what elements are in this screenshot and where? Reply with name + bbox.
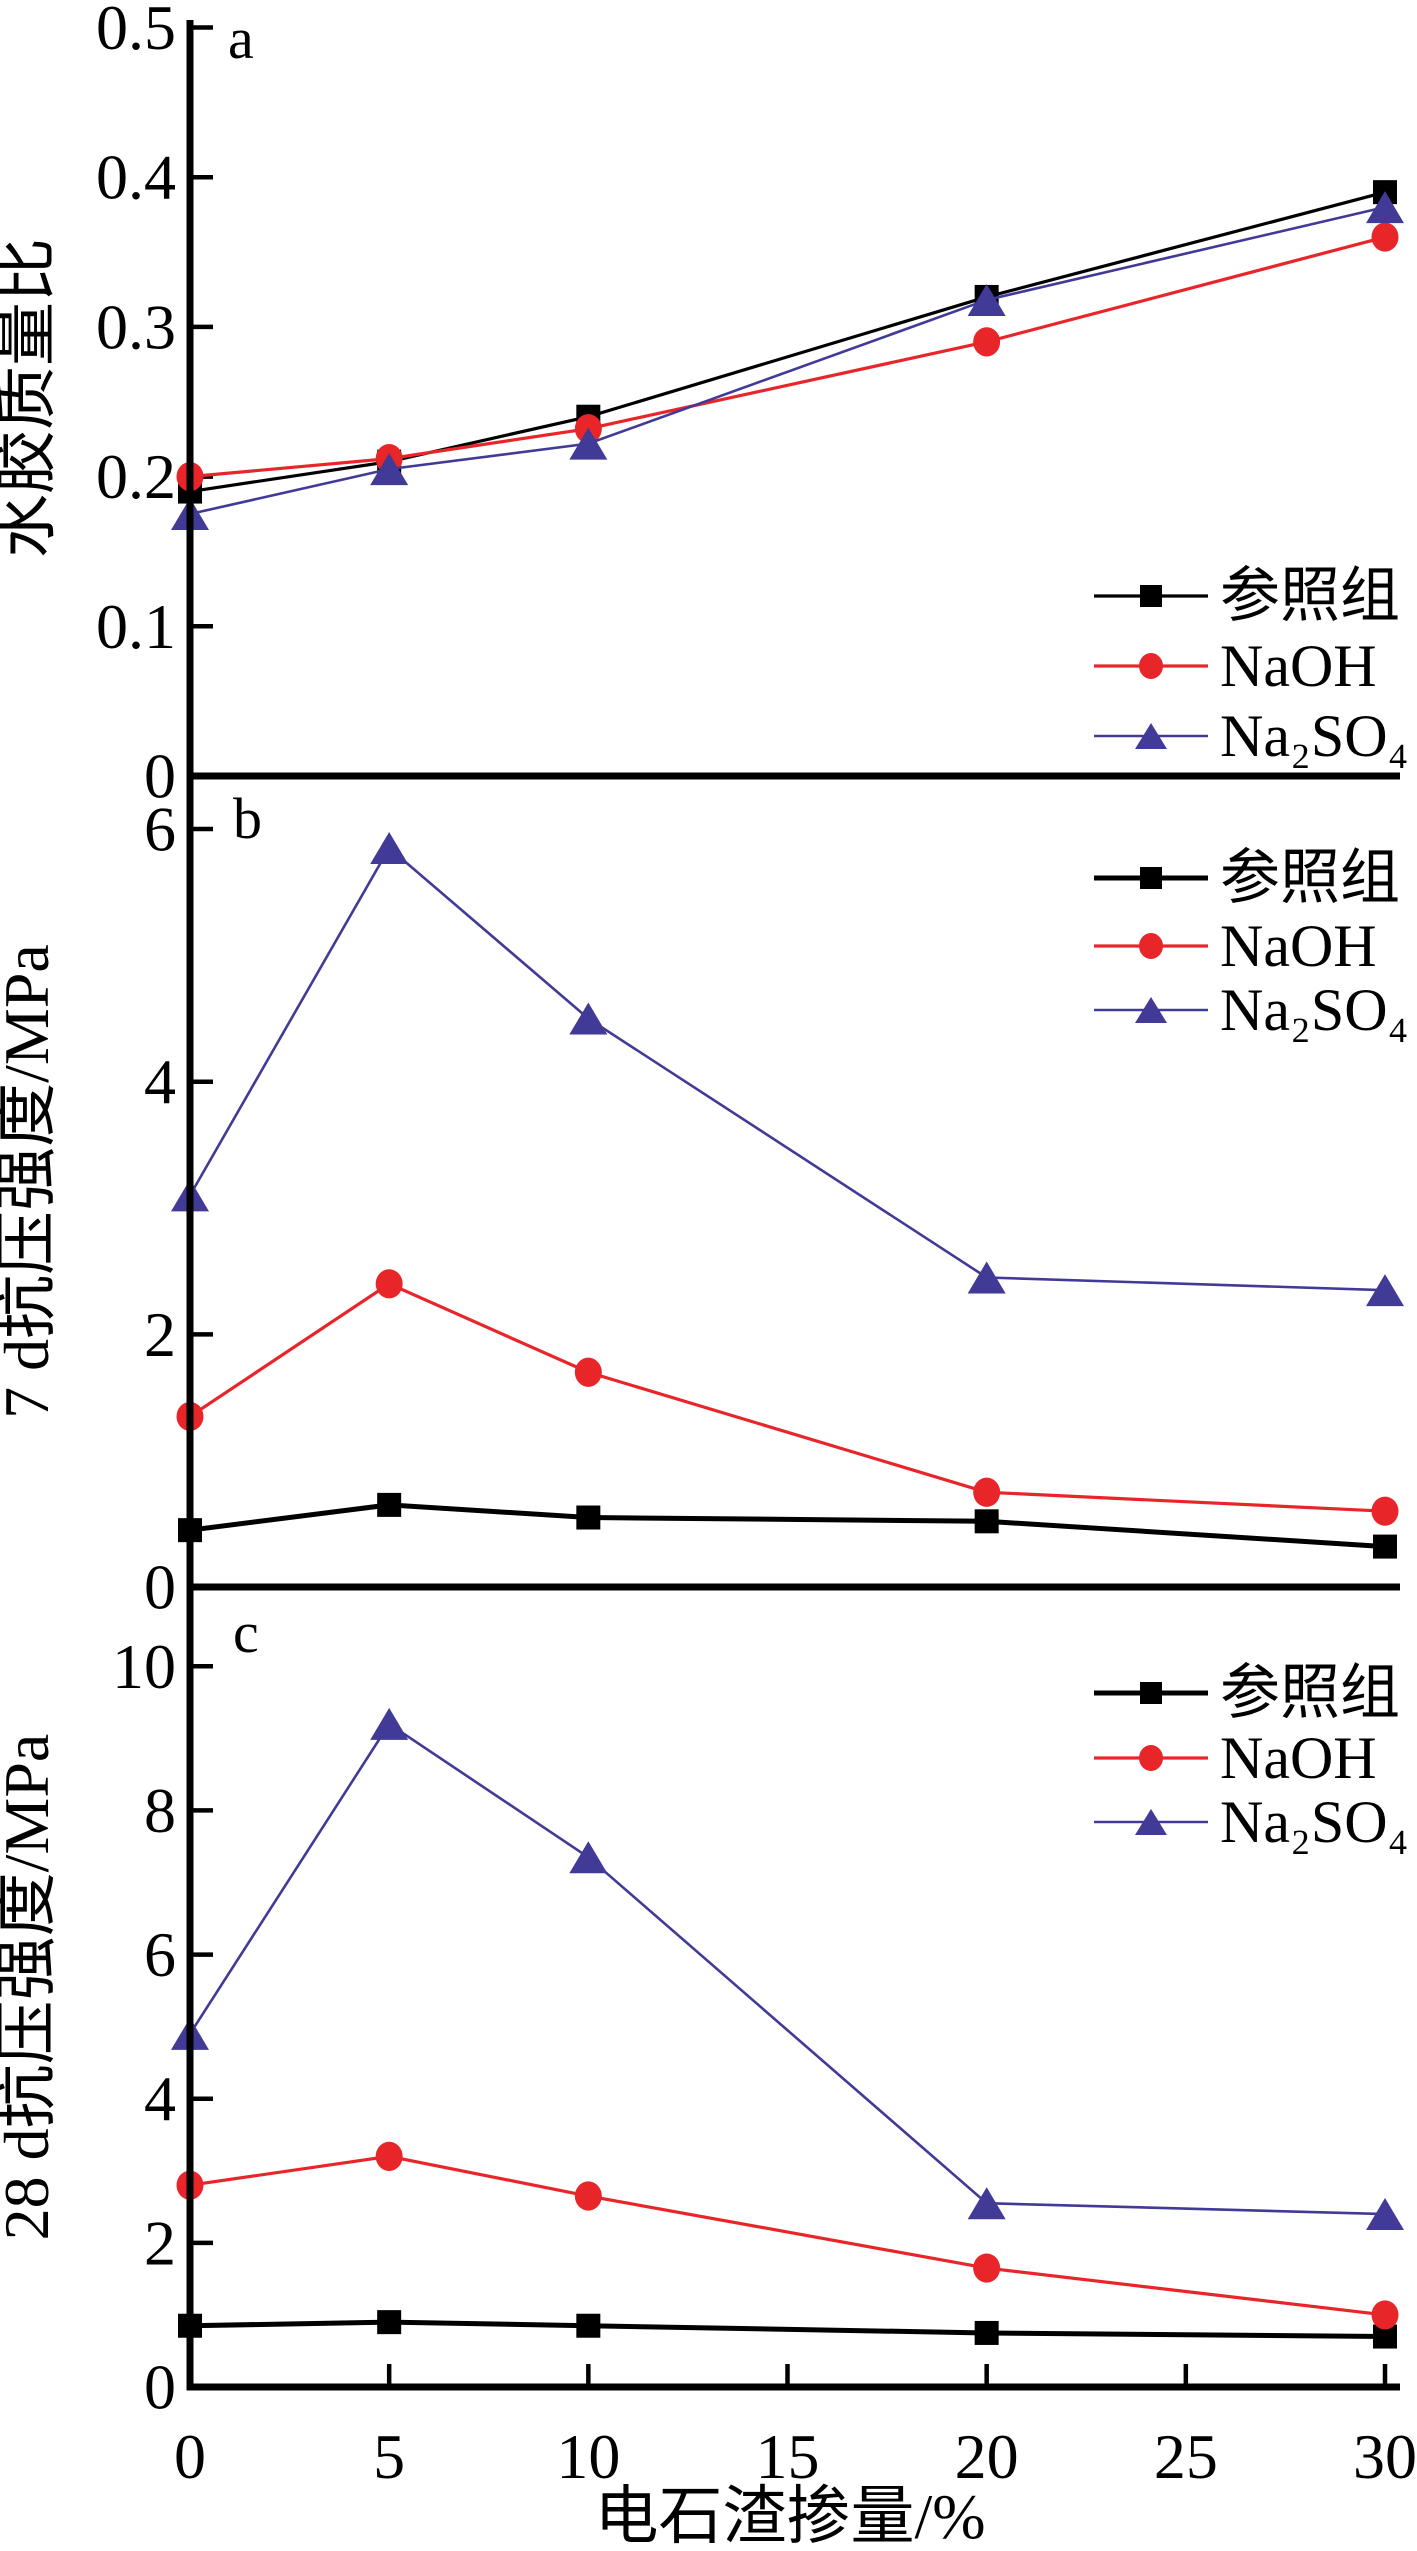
- y-tick-label: 0: [144, 1552, 176, 1623]
- square-marker: [377, 2310, 402, 2335]
- y-axis-title: 7 d抗压强度/MPa: [0, 944, 62, 1419]
- y-tick-label: 4: [144, 2063, 176, 2134]
- circle-marker: [375, 2141, 403, 2171]
- circle-marker: [1371, 2300, 1399, 2330]
- legend-item-naoh: NaOH: [1094, 633, 1377, 699]
- x-tick-label: 25: [1154, 2421, 1218, 2492]
- series-reference: [178, 1492, 1397, 1559]
- y-tick-label: 0.5: [96, 0, 176, 63]
- circle-marker: [375, 1269, 403, 1299]
- triangle-marker: [967, 283, 1006, 316]
- panel-letter: c: [233, 1600, 259, 1665]
- x-tick-label: 5: [373, 2421, 405, 2492]
- square-marker: [1140, 585, 1162, 607]
- legend-item-naoh: NaOH: [1094, 913, 1377, 979]
- square-marker: [974, 2320, 999, 2345]
- y-tick-label: 6: [144, 1919, 176, 1990]
- y-axis-title: 水胶质量比: [0, 238, 62, 558]
- y-tick-label: 0.2: [96, 441, 176, 512]
- legend-label: NaOH: [1220, 633, 1377, 699]
- panel-letter: a: [228, 6, 254, 71]
- legend-label: NaOH: [1220, 913, 1377, 979]
- y-tick-label: 0: [144, 2352, 176, 2423]
- circle-marker: [973, 2253, 1001, 2283]
- y-tick-label: 10: [112, 1631, 176, 1702]
- circle-marker: [1139, 933, 1163, 959]
- legend-label: 参照组: [1220, 1660, 1400, 1726]
- legend-label: Na₂SO₄: [1220, 977, 1409, 1043]
- legend-item-reference: 参照组: [1094, 563, 1400, 629]
- y-axis-title: 28 d抗压强度/MPa: [0, 1734, 62, 2241]
- y-tick-label: 2: [144, 1299, 176, 1370]
- square-marker: [576, 1505, 601, 1530]
- y-tick-label: 6: [144, 794, 176, 865]
- square-marker: [377, 1492, 402, 1517]
- y-tick-label: 4: [144, 1046, 176, 1117]
- triangle-marker: [569, 1002, 608, 1035]
- circle-marker: [1371, 1496, 1399, 1526]
- x-tick-label: 15: [756, 2421, 820, 2492]
- triangle-marker: [1366, 1274, 1404, 1307]
- legend-item-na2so4: Na₂SO₄: [1094, 1789, 1409, 1855]
- circle-marker: [973, 1477, 1001, 1507]
- legend-label: 参照组: [1220, 845, 1400, 911]
- triangle-marker: [1135, 997, 1167, 1023]
- triangle-marker: [967, 1261, 1006, 1294]
- legend-item-na2so4: Na₂SO₄: [1094, 977, 1409, 1043]
- square-marker: [576, 2313, 601, 2338]
- square-marker: [1140, 867, 1162, 889]
- triangle-marker: [569, 1841, 608, 1874]
- triangle-marker: [1366, 191, 1404, 224]
- circle-marker: [1139, 653, 1163, 679]
- panel-letter: b: [233, 786, 262, 851]
- series-na2so4: [171, 1707, 1404, 2231]
- y-tick-label: 8: [144, 1775, 176, 1846]
- triangle-marker: [569, 427, 608, 460]
- legend-label: Na₂SO₄: [1220, 703, 1409, 769]
- circle-marker: [973, 327, 1001, 357]
- circle-marker: [1371, 222, 1399, 252]
- legend-label: Na₂SO₄: [1220, 1789, 1409, 1855]
- triangle-marker: [370, 1707, 409, 1740]
- legend-item-reference: 参照组: [1094, 845, 1400, 911]
- triangle-marker: [370, 832, 409, 865]
- circle-marker: [574, 2181, 602, 2211]
- triangle-marker: [1135, 1809, 1167, 1835]
- legend-item-reference: 参照组: [1094, 1660, 1400, 1726]
- legend-label: NaOH: [1220, 1725, 1377, 1791]
- circle-marker: [574, 1357, 602, 1387]
- square-marker: [974, 1509, 999, 1534]
- y-tick-label: 2: [144, 2207, 176, 2278]
- y-tick-label: 0: [144, 741, 176, 812]
- legend-label: 参照组: [1220, 563, 1400, 629]
- triangle-marker: [967, 2187, 1006, 2220]
- triangle-marker: [370, 453, 409, 486]
- x-tick-label: 20: [955, 2421, 1019, 2492]
- square-marker: [1140, 1682, 1162, 1704]
- y-tick-label: 0.3: [96, 291, 176, 362]
- triangle-marker: [1135, 723, 1167, 749]
- y-tick-label: 0.4: [96, 142, 176, 213]
- y-tick-label: 0.1: [96, 591, 176, 662]
- x-axis-title: 电石渣掺量/%: [594, 2481, 985, 2551]
- square-marker: [1373, 1534, 1397, 1559]
- triangle-marker: [1366, 2198, 1404, 2231]
- circle-marker: [1139, 1745, 1163, 1771]
- x-tick-label: 10: [556, 2421, 620, 2492]
- legend-item-naoh: NaOH: [1094, 1725, 1377, 1791]
- x-tick-label: 30: [1353, 2421, 1417, 2492]
- x-tick-label: 0: [174, 2421, 206, 2492]
- legend-item-na2so4: Na₂SO₄: [1094, 703, 1409, 769]
